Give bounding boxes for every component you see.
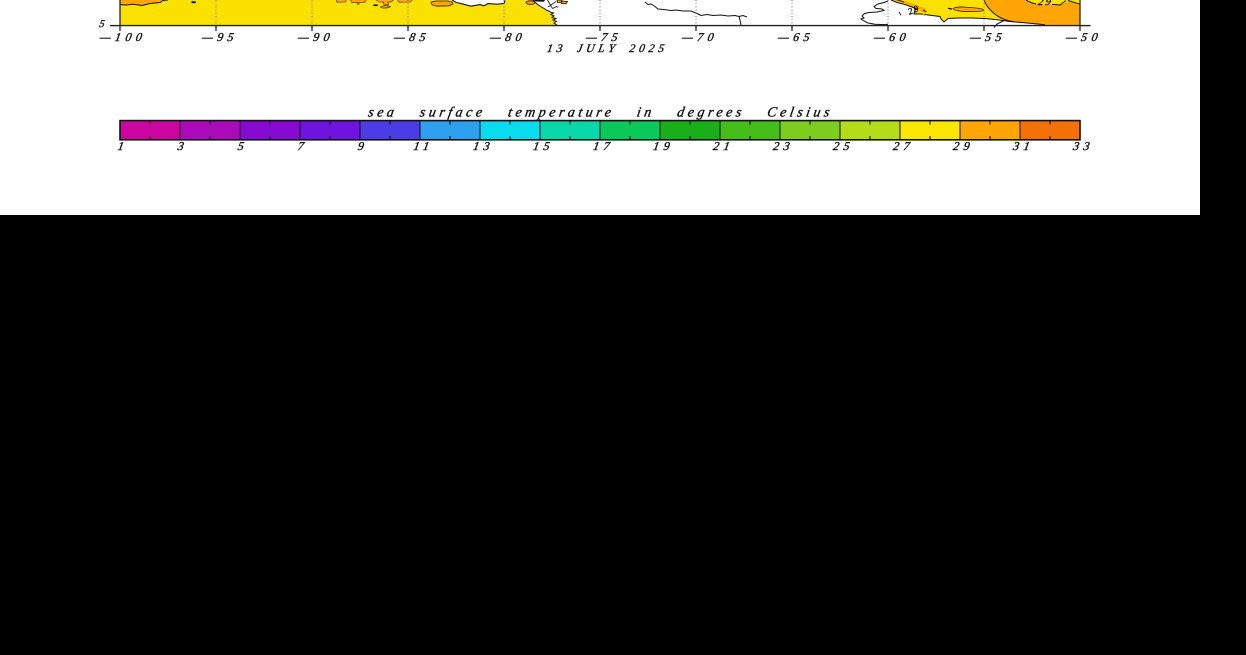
svg-text:—90: —90 [296, 30, 335, 44]
svg-text:—70: —70 [680, 30, 719, 44]
svg-text:29: 29 [952, 139, 975, 153]
svg-text:19: 19 [652, 139, 675, 153]
svg-text:29: 29 [906, 3, 921, 17]
svg-text:—100: —100 [98, 30, 148, 44]
svg-text:—95: —95 [200, 30, 239, 44]
svg-text:17: 17 [592, 139, 615, 153]
svg-text:9: 9 [357, 139, 370, 153]
svg-text:sea surface temperature in deg: sea surface temperature in degrees Celsi… [367, 104, 834, 120]
svg-text:3: 3 [176, 139, 190, 153]
svg-text:—85: —85 [392, 30, 431, 44]
svg-text:—60: —60 [872, 30, 911, 44]
svg-text:13 JULY 2025: 13 JULY 2025 [546, 42, 669, 55]
svg-text:27: 27 [892, 139, 915, 153]
svg-text:31: 31 [1011, 139, 1035, 153]
svg-text:33: 33 [1071, 139, 1095, 153]
svg-text:5: 5 [237, 139, 250, 153]
svg-text:13: 13 [472, 139, 495, 153]
svg-text:21: 21 [712, 139, 735, 153]
svg-text:29: 29 [1037, 0, 1053, 8]
svg-text:11: 11 [413, 139, 435, 153]
svg-text:—50: —50 [1064, 30, 1103, 44]
svg-text:—75: —75 [584, 30, 623, 44]
svg-text:—65: —65 [776, 30, 815, 44]
svg-text:—80: —80 [488, 30, 527, 44]
svg-text:25: 25 [832, 139, 855, 153]
svg-text:1: 1 [117, 139, 130, 153]
svg-text:7: 7 [297, 139, 310, 153]
svg-text:23: 23 [772, 139, 795, 153]
svg-text:—55: —55 [968, 30, 1007, 44]
svg-text:15: 15 [532, 139, 555, 153]
svg-text:5: 5 [98, 19, 105, 30]
